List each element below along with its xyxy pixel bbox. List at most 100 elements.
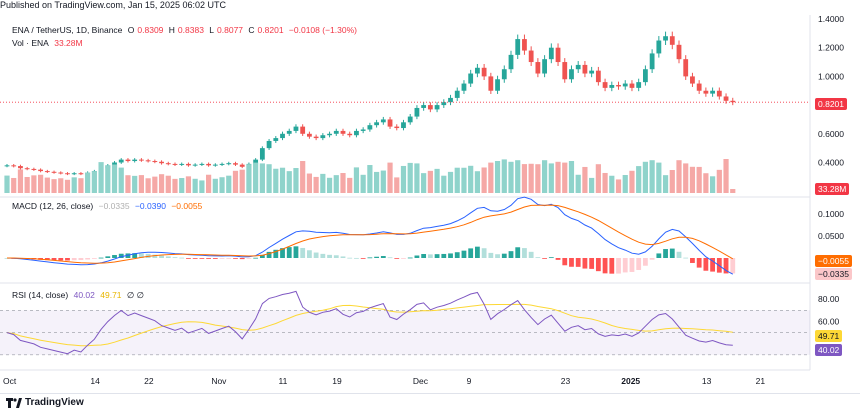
- volume-bar: [239, 169, 245, 193]
- macd-histogram-bar: [676, 251, 682, 258]
- volume-bar: [158, 174, 165, 193]
- candle-body: [145, 160, 151, 162]
- volume-bar: [105, 165, 111, 193]
- tradingview-logo[interactable]: TradingView: [6, 397, 84, 408]
- volume-bar: [78, 178, 84, 193]
- volume-bar: [407, 162, 413, 193]
- macd-histogram-bar: [696, 258, 702, 268]
- volume-bar: [132, 175, 138, 193]
- macd-histogram-bar: [280, 248, 285, 258]
- volume-bar: [582, 166, 588, 193]
- volume-bar: [111, 164, 118, 193]
- volume-bar: [689, 166, 696, 193]
- macd-histogram-bar: [495, 254, 500, 258]
- macd-histogram-bar: [333, 255, 339, 258]
- volume-bar: [642, 161, 648, 193]
- candle-body: [38, 169, 43, 172]
- trading-chart[interactable]: 1.40001.20001.00000.80000.60000.40000.15…: [0, 0, 860, 393]
- volume-legend: Vol · ENA 33.28M: [12, 38, 86, 48]
- volume-bar: [320, 173, 326, 193]
- macd-histogram-bar: [266, 251, 272, 258]
- macd-histogram-bar: [340, 256, 346, 258]
- macd-histogram-bar: [454, 252, 460, 258]
- candle-body: [233, 163, 238, 165]
- macd-histogram-bar: [374, 256, 379, 258]
- candle-body: [387, 119, 393, 127]
- candle-body: [58, 172, 64, 174]
- candle-body: [71, 173, 77, 175]
- low-value: 0.8077: [217, 25, 244, 35]
- macd-axis-tick: 0.1000: [818, 209, 844, 219]
- candle-body: [4, 165, 10, 167]
- candle-body: [367, 125, 373, 130]
- macd-histogram-bar: [535, 257, 541, 259]
- volume-bar: [374, 171, 380, 193]
- candle-body: [669, 36, 675, 45]
- volume-bar: [434, 168, 440, 193]
- volume-bar: [367, 165, 373, 193]
- macd-histogram-bar: [118, 253, 124, 258]
- volume-bar: [266, 164, 272, 193]
- macd-histogram-bar: [434, 254, 440, 258]
- volume-bar: [636, 166, 642, 193]
- macd-histogram-bar: [515, 247, 521, 258]
- volume-bar: [199, 180, 205, 193]
- low-label: L: [209, 25, 215, 35]
- volume-bar: [206, 174, 212, 193]
- macd-signal-tag: −0.0055: [815, 255, 852, 267]
- volume-bar: [38, 174, 44, 193]
- candle-body: [18, 166, 23, 169]
- candle-body: [616, 85, 621, 87]
- price-tag: 0.8201: [815, 98, 847, 110]
- candle-body: [622, 83, 628, 87]
- macd-histogram-bar: [703, 258, 709, 271]
- candle-body: [51, 171, 57, 173]
- candle-body: [374, 122, 379, 126]
- candle-body: [239, 164, 245, 167]
- macd-histogram-bar: [609, 258, 615, 274]
- close-label: C: [248, 25, 255, 35]
- macd-line: [6, 196, 734, 275]
- macd-histogram-bar: [246, 258, 252, 259]
- candle-body: [555, 47, 561, 63]
- macd-histogram-bar: [159, 255, 164, 258]
- volume-bar: [118, 167, 124, 193]
- macd-histogram-bar: [569, 258, 574, 267]
- macd-histogram-bar: [401, 258, 406, 259]
- price-legend: ENA / TetherUS, 1D, Binance O 0.8309 H 0.8…: [12, 25, 360, 35]
- volume-bar: [568, 161, 575, 193]
- volume-bar: [508, 161, 514, 193]
- volume-bar: [696, 166, 702, 193]
- volume-bar: [649, 160, 655, 193]
- macd-label[interactable]: MACD (12, 26, close): [12, 201, 94, 211]
- candle-body: [179, 163, 185, 165]
- candle-body: [723, 96, 729, 101]
- macd-histogram-bar: [407, 257, 413, 259]
- volume-bar: [293, 168, 299, 193]
- rsi-label[interactable]: RSI (14, close): [12, 290, 69, 300]
- candle-body: [542, 59, 547, 74]
- candle-body: [78, 173, 84, 175]
- macd-signal-value: −0.0055: [171, 201, 203, 211]
- candle-body: [219, 163, 225, 165]
- volume-tag: 33.28M: [815, 183, 850, 195]
- volume-bar: [662, 175, 669, 193]
- macd-histogram-bar: [179, 257, 185, 259]
- candle-body: [515, 39, 521, 55]
- macd-histogram-bar: [508, 251, 514, 258]
- volume-bar: [212, 178, 218, 193]
- candle-body: [327, 133, 332, 136]
- macd-histogram-bar: [522, 248, 527, 258]
- volume-bar: [259, 163, 265, 193]
- candle-body: [280, 133, 285, 139]
- volume-bar: [427, 170, 433, 193]
- candle-body: [495, 79, 500, 91]
- macd-histogram-bar: [239, 258, 245, 260]
- volume-bar: [219, 177, 225, 193]
- volume-bar: [555, 161, 561, 193]
- volume-bar: [656, 162, 662, 193]
- macd-histogram-bar: [226, 258, 232, 259]
- x-axis-tick: Dec: [413, 376, 429, 386]
- symbol-title[interactable]: ENA / TetherUS, 1D, Binance: [12, 25, 123, 35]
- volume-label[interactable]: Vol · ENA: [12, 38, 49, 48]
